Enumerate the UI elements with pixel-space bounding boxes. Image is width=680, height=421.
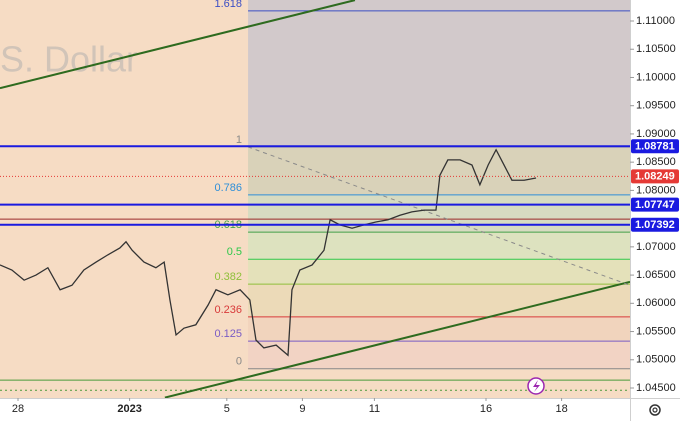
trendline	[164, 280, 630, 398]
x-tick-label: 11	[369, 403, 380, 415]
price-label-box	[631, 197, 679, 212]
fib-band	[248, 341, 630, 369]
x-tick-label: 16	[480, 403, 492, 415]
x-tick-label: 9	[299, 403, 305, 415]
price-label-box	[631, 169, 679, 184]
y-tick-label: 1.09500	[636, 100, 676, 112]
price-label: 1.08781	[635, 141, 675, 153]
alert-icon-bolt	[533, 380, 540, 392]
y-tick-label: 1.08000	[636, 184, 676, 196]
fib-band	[248, 259, 630, 285]
fib-label: 0.382	[215, 271, 243, 283]
y-tick-label: 1.09000	[636, 128, 676, 140]
y-tick-label: 1.10000	[636, 71, 676, 83]
price-label: 1.08249	[635, 171, 675, 183]
price-label: 1.07392	[635, 219, 675, 231]
y-tick-label: 1.11000	[636, 15, 675, 27]
axes: 1.11000 1.10500 1.10000 1.09500 1.09000 1.085…	[12, 15, 679, 415]
y-tick-label: 1.05500	[636, 325, 676, 337]
y-tick-label: 1.05000	[636, 354, 676, 366]
price-label-box	[631, 217, 679, 232]
price-line	[0, 148, 537, 357]
fib-label: 0.125	[215, 328, 243, 340]
y-tick-label: 1.06000	[636, 297, 676, 309]
fib-label: 0.236	[215, 304, 243, 316]
trendline	[247, 146, 630, 286]
fib-band	[248, 232, 630, 260]
fib-band	[248, 284, 630, 317]
trendline	[0, 0, 356, 90]
fib-band	[248, 0, 630, 147]
fib-label: 0	[236, 356, 242, 368]
price-label-box	[631, 139, 679, 154]
y-tick-label: 1.06500	[636, 269, 676, 281]
fib-band	[248, 194, 630, 233]
y-tick-label: 1.10500	[636, 43, 676, 55]
settings-icon[interactable]	[649, 404, 661, 416]
fib-label: 1	[236, 134, 242, 146]
y-tick-label: 1.04500	[636, 382, 676, 394]
x-tick-label: 2023	[117, 403, 141, 415]
x-tick-label: 28	[12, 403, 24, 415]
fib-label: 0.5	[227, 246, 242, 258]
y-tick-label: 1.08500	[636, 156, 676, 168]
x-tick-label: 18	[555, 403, 567, 415]
x-tick-label: 5	[224, 403, 230, 415]
fib-label: 0.786	[215, 182, 243, 194]
y-tick-label: 1.07000	[636, 241, 676, 253]
fib-label: 1.618	[215, 0, 243, 10]
price-label: 1.07747	[635, 199, 675, 211]
